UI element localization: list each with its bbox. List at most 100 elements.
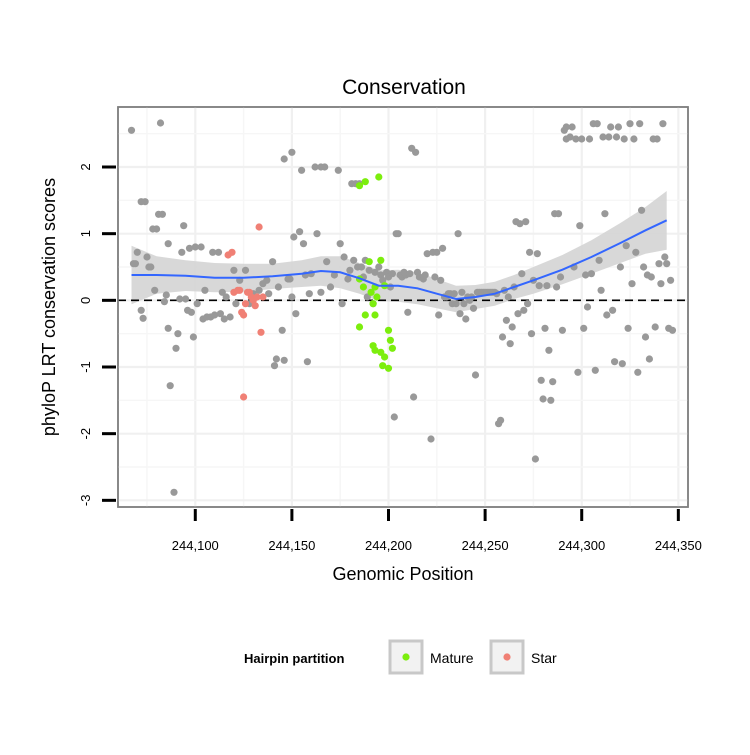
data-point-other — [524, 300, 532, 308]
data-point-other — [601, 210, 609, 218]
data-point-other — [620, 135, 628, 143]
data-point-mature — [369, 300, 377, 308]
data-point-other — [576, 222, 584, 230]
data-point-other — [390, 413, 398, 421]
data-point-other — [263, 276, 271, 284]
data-point-other — [170, 488, 178, 496]
plot-panel — [117, 106, 689, 508]
data-point-other — [143, 253, 151, 261]
data-point-other — [599, 133, 607, 141]
data-point-other — [334, 166, 342, 174]
data-point-other — [661, 253, 669, 261]
data-point-star — [240, 311, 248, 319]
data-point-mature — [367, 288, 375, 296]
data-point-other — [269, 258, 277, 266]
data-point-other — [174, 330, 182, 338]
data-point-other — [162, 291, 170, 299]
data-point-other — [452, 300, 460, 308]
data-point-other — [462, 315, 470, 323]
data-point-other — [164, 324, 172, 332]
data-point-other — [537, 376, 545, 384]
data-point-star — [259, 293, 267, 301]
data-point-other — [543, 282, 551, 290]
data-point-other — [137, 306, 145, 314]
data-point-other — [346, 266, 354, 274]
data-point-other — [611, 358, 619, 366]
data-point-mature — [388, 344, 396, 352]
x-tick-label: 244,200 — [365, 538, 412, 553]
data-point-other — [379, 276, 387, 284]
data-point-other — [296, 228, 304, 236]
data-point-other — [141, 198, 149, 206]
data-point-other — [286, 275, 294, 283]
data-point-other — [516, 220, 524, 228]
plot-border — [117, 106, 689, 508]
data-point-other — [280, 155, 288, 163]
data-point-other — [303, 358, 311, 366]
data-point-star — [241, 300, 250, 308]
data-point-other — [518, 270, 526, 278]
data-point-other — [288, 293, 296, 301]
data-point-other — [535, 282, 543, 290]
data-point-other — [583, 303, 592, 311]
data-point-other — [618, 360, 626, 368]
x-tick-label: 244,250 — [462, 538, 509, 553]
legend-label-mature: Mature — [430, 650, 474, 666]
data-point-other — [305, 290, 313, 298]
data-point-other — [566, 133, 574, 141]
y-tick-label: -2 — [78, 428, 93, 440]
data-point-other — [508, 323, 516, 331]
data-point-other — [549, 378, 557, 386]
data-point-mature — [386, 336, 394, 344]
y-tick-label: 2 — [78, 163, 93, 170]
data-point-other — [133, 248, 141, 256]
data-point-other — [127, 126, 136, 134]
data-point-other — [156, 119, 165, 127]
x-axis-label: Genomic Position — [332, 564, 473, 584]
data-point-other — [531, 455, 540, 463]
data-point-other — [556, 273, 565, 281]
data-point-other — [230, 266, 238, 274]
data-point-other — [558, 326, 567, 334]
data-point-other — [624, 324, 632, 332]
smooth-line-layer — [131, 219, 668, 301]
data-point-other — [350, 256, 358, 264]
data-point-other — [520, 306, 528, 314]
data-point-other — [553, 283, 561, 291]
legend-dot-mature — [402, 653, 410, 661]
data-point-other — [193, 300, 201, 308]
data-point-other — [178, 248, 186, 256]
data-point-other — [160, 298, 168, 306]
data-point-other — [659, 120, 667, 128]
data-point-other — [603, 311, 611, 319]
legend: Hairpin partition Mature Star — [244, 639, 557, 675]
data-point-other — [587, 270, 596, 278]
data-point-other — [222, 293, 230, 301]
data-point-other — [634, 368, 642, 376]
data-point-other — [547, 396, 555, 404]
data-point-other — [151, 286, 159, 294]
data-point-other — [313, 230, 321, 238]
data-point-other — [185, 244, 194, 252]
y-axis-label: phyloP LRT conservation scores — [39, 178, 59, 436]
legend-title: Hairpin partition — [244, 651, 344, 666]
data-point-other — [541, 324, 549, 332]
data-point-other — [616, 263, 625, 271]
data-point-other — [595, 256, 603, 264]
data-point-other — [554, 210, 563, 218]
data-point-other — [357, 263, 366, 271]
data-point-other — [292, 310, 300, 318]
data-point-other — [216, 310, 224, 318]
y-tick-label: 0 — [78, 297, 93, 304]
data-point-other — [394, 230, 402, 238]
data-point-other — [139, 314, 147, 322]
data-point-other — [214, 248, 223, 256]
data-point-other — [176, 295, 184, 303]
chart-title: Conservation — [342, 76, 466, 99]
data-point-other — [585, 135, 594, 143]
legend-dot-star — [503, 653, 511, 661]
data-point-other — [272, 355, 280, 363]
data-point-mature — [377, 256, 385, 264]
data-point-other — [502, 316, 510, 324]
y-tick-label: -1 — [78, 361, 93, 373]
